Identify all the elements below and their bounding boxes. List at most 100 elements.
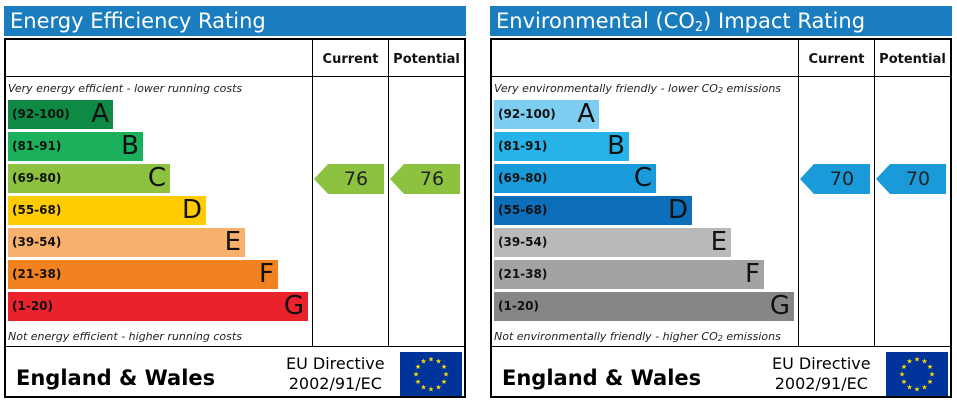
band-letter-label: G xyxy=(283,291,304,321)
band-range-label: (81-91) xyxy=(12,139,62,153)
environmental-impact-title: Environmental (CO2) Impact Rating xyxy=(490,6,952,36)
band-range-label: (81-91) xyxy=(498,139,548,153)
eu-star-icon: ★ xyxy=(415,378,421,386)
eu-star-icon: ★ xyxy=(921,384,927,392)
band-letter-label: B xyxy=(121,131,139,161)
environmental-impact-panel: Environmental (CO2) Impact Rating Curren… xyxy=(490,6,952,398)
eu-star-icon: ★ xyxy=(906,384,912,392)
rating-band-d: (55-68) D xyxy=(494,195,692,225)
directive-line-2: 2002/91/EC xyxy=(774,374,868,393)
rating-band-e: (39-54) E xyxy=(8,227,245,257)
current-rating-arrow: 76 xyxy=(314,164,384,194)
header-divider xyxy=(6,76,464,77)
eu-star-icon: ★ xyxy=(927,363,933,371)
footer-country: England & Wales xyxy=(16,366,216,390)
eu-star-icon: ★ xyxy=(443,371,449,379)
potential-column-header: Potential xyxy=(393,52,460,67)
rating-band-f: (21-38) F xyxy=(8,259,278,289)
eu-star-icon: ★ xyxy=(901,363,907,371)
band-range-label: (92-100) xyxy=(12,107,70,121)
energy-efficiency-panel: Energy Efficiency Rating Current Potenti… xyxy=(4,6,466,398)
eu-star-icon: ★ xyxy=(413,371,419,379)
band-letter-label: G xyxy=(769,291,790,321)
rating-band-f: (21-38) F xyxy=(494,259,764,289)
rating-band-d: (55-68) D xyxy=(8,195,206,225)
band-letter-label: C xyxy=(147,163,166,193)
current-column-header: Current xyxy=(808,52,865,67)
eu-star-icon: ★ xyxy=(415,363,421,371)
column-divider xyxy=(312,40,313,346)
current-rating-value: 70 xyxy=(829,168,855,190)
footer-directive: EU Directive 2002/91/EC xyxy=(772,354,871,394)
environmental-impact-frame: Current Potential Very environmentally f… xyxy=(490,38,952,398)
eu-star-icon: ★ xyxy=(901,378,907,386)
potential-rating-value: 70 xyxy=(905,168,931,190)
band-range-label: (39-54) xyxy=(498,235,548,249)
band-letter-label: D xyxy=(181,195,202,225)
band-range-label: (21-38) xyxy=(498,267,548,281)
current-column-header: Current xyxy=(322,52,379,67)
current-arrow-shape xyxy=(800,164,870,194)
eu-star-icon: ★ xyxy=(435,358,441,366)
column-divider xyxy=(874,40,875,346)
header-divider xyxy=(492,76,950,77)
top-note: Very energy efficient - lower running co… xyxy=(8,82,243,95)
eu-star-icon: ★ xyxy=(899,371,905,379)
band-range-label: (55-68) xyxy=(498,203,548,217)
band-range-label: (55-68) xyxy=(12,203,62,217)
potential-rating-arrow: 70 xyxy=(876,164,946,194)
footer-country: England & Wales xyxy=(502,366,702,390)
footer-divider xyxy=(6,346,464,347)
band-letter-label: B xyxy=(607,131,625,161)
eu-flag-icon: ★ ★ ★ ★ ★ ★ ★ ★ ★ ★ ★ ★ xyxy=(400,352,462,396)
eu-star-icon: ★ xyxy=(914,356,920,364)
potential-arrow-shape xyxy=(876,164,946,194)
current-rating-value: 76 xyxy=(343,168,369,190)
column-divider xyxy=(388,40,389,346)
potential-rating-arrow: 76 xyxy=(390,164,460,194)
footer-divider xyxy=(492,346,950,347)
eu-star-icon: ★ xyxy=(428,386,434,394)
rating-band-a: (92-100) A xyxy=(494,99,599,129)
eu-star-icon: ★ xyxy=(441,378,447,386)
rating-band-g: (1-20) G xyxy=(494,291,794,321)
band-range-label: (92-100) xyxy=(498,107,556,121)
band-range-label: (69-80) xyxy=(12,171,62,185)
band-letter-label: E xyxy=(224,227,241,257)
eu-star-icon: ★ xyxy=(927,378,933,386)
footer-directive: EU Directive 2002/91/EC xyxy=(286,354,385,394)
eu-star-icon: ★ xyxy=(914,386,920,394)
potential-column-header: Potential xyxy=(879,52,946,67)
band-letter-label: D xyxy=(667,195,688,225)
eu-star-icon: ★ xyxy=(929,371,935,379)
eu-star-icon: ★ xyxy=(428,356,434,364)
potential-arrow-shape xyxy=(390,164,460,194)
directive-line-2: 2002/91/EC xyxy=(288,374,382,393)
column-divider xyxy=(798,40,799,346)
eu-star-icon: ★ xyxy=(921,358,927,366)
rating-band-a: (92-100) A xyxy=(8,99,113,129)
rating-band-b: (81-91) B xyxy=(494,131,629,161)
rating-band-g: (1-20) G xyxy=(8,291,308,321)
directive-line-1: EU Directive xyxy=(772,354,871,373)
eu-star-icon: ★ xyxy=(906,358,912,366)
current-arrow-shape xyxy=(314,164,384,194)
energy-efficiency-title: Energy Efficiency Rating xyxy=(4,6,466,36)
bottom-note: Not energy efficient - higher running co… xyxy=(8,330,242,343)
band-letter-label: E xyxy=(710,227,727,257)
eu-flag-icon: ★ ★ ★ ★ ★ ★ ★ ★ ★ ★ ★ ★ xyxy=(886,352,948,396)
eu-star-icon: ★ xyxy=(441,363,447,371)
rating-band-c: (69-80) C xyxy=(8,163,170,193)
rating-band-c: (69-80) C xyxy=(494,163,656,193)
energy-efficiency-frame: Current Potential Very energy efficient … xyxy=(4,38,466,398)
directive-line-1: EU Directive xyxy=(286,354,385,373)
band-letter-label: F xyxy=(745,259,760,289)
eu-star-icon: ★ xyxy=(420,358,426,366)
band-letter-label: C xyxy=(633,163,652,193)
band-letter-label: A xyxy=(577,99,595,129)
band-letter-label: F xyxy=(259,259,274,289)
band-range-label: (1-20) xyxy=(12,299,53,313)
eu-star-icon: ★ xyxy=(435,384,441,392)
current-rating-arrow: 70 xyxy=(800,164,870,194)
band-range-label: (39-54) xyxy=(12,235,62,249)
